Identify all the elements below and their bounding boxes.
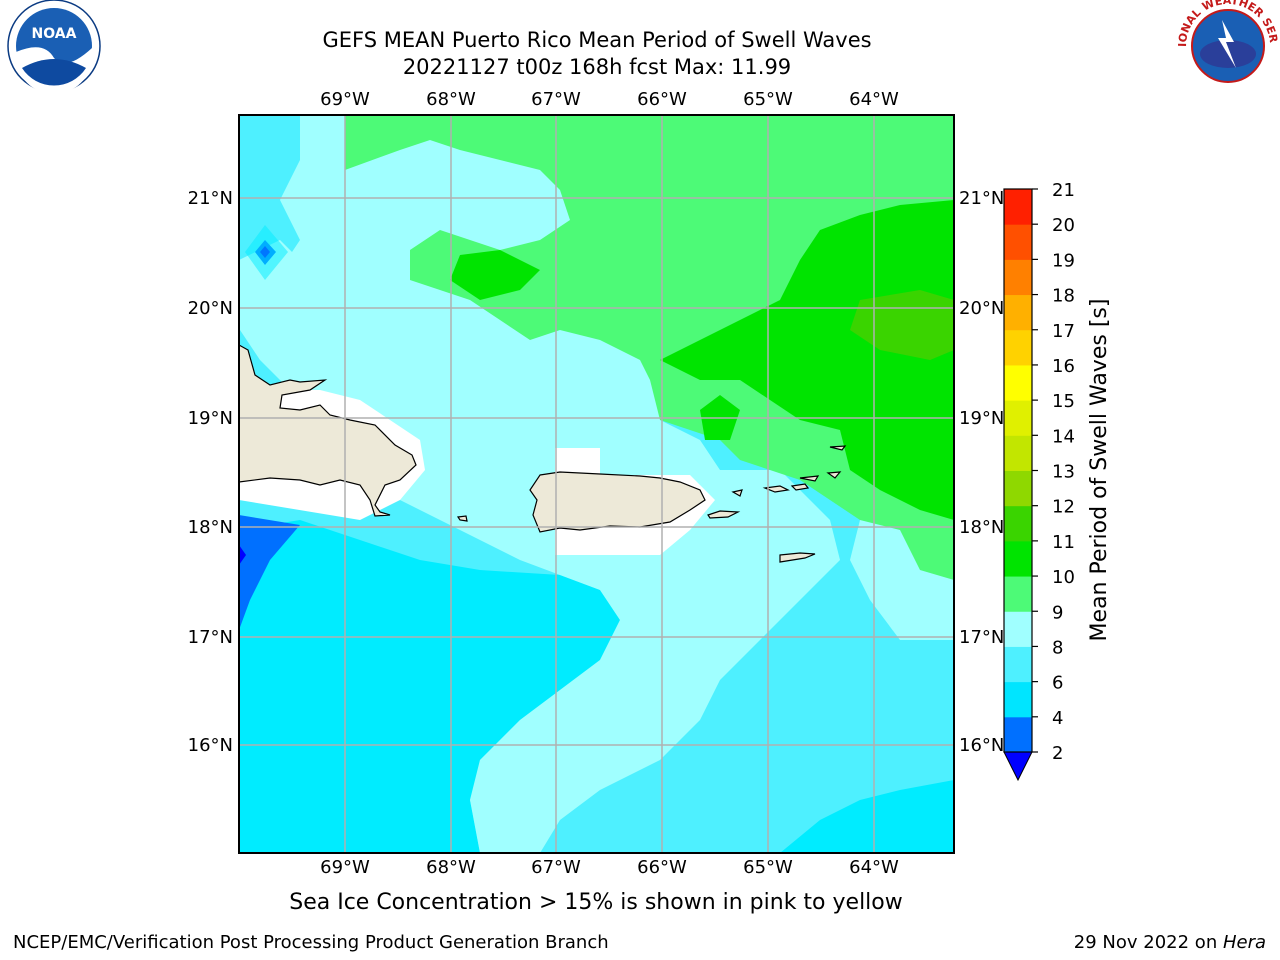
colorbar-swatch (1004, 224, 1032, 260)
lon-label: 65°W (743, 89, 793, 110)
tortola (799, 475, 820, 482)
lat-labels-right: 21°N 20°N 19°N 18°N 17°N 16°N (959, 188, 1004, 756)
lon-label: 66°W (637, 89, 687, 110)
colorbar-swatch (1004, 611, 1032, 647)
colorbar-swatch (1004, 400, 1032, 436)
culebra (731, 489, 743, 497)
lon-label: 64°W (849, 89, 899, 110)
lon-label: 68°W (426, 89, 476, 110)
footer-date: 29 Nov 2022 on Hera (1074, 932, 1266, 953)
lon-labels-top: 69°W 68°W 67°W 66°W 65°W 64°W (320, 89, 899, 110)
colorbar-swatch (1004, 364, 1032, 401)
colorbar-tick-label: 9 (1052, 602, 1063, 623)
colorbar-tick-label: 15 (1052, 391, 1075, 412)
st-croix (779, 552, 816, 563)
lat-label: 16°N (959, 735, 1004, 756)
lat-label: 21°N (188, 188, 233, 209)
colorbar-tick-label: 4 (1052, 708, 1063, 729)
colorbar: 2 4 6 8 9 10 11 12 13 14 15 16 17 18 19 20 21 (1003, 180, 1075, 782)
colorbar-tick-label: 14 (1052, 426, 1075, 447)
colorbar-tick-label: 21 (1052, 180, 1075, 201)
lat-label: 20°N (959, 298, 1004, 319)
colorbar-swatch (1004, 681, 1032, 718)
lon-label: 64°W (849, 857, 899, 878)
lat-label: 19°N (959, 408, 1004, 429)
st-thomas (762, 485, 790, 493)
colorbar-swatch (1004, 646, 1032, 683)
lat-label: 18°N (959, 517, 1004, 538)
gridlines (239, 115, 954, 853)
colorbar-swatch (1004, 189, 1032, 225)
lon-label: 66°W (637, 857, 687, 878)
colorbar-swatch (1004, 259, 1032, 296)
colorbar-tick-label: 18 (1052, 286, 1075, 307)
lat-label: 20°N (188, 298, 233, 319)
field-9-10 (345, 115, 954, 580)
nws-logo: NATIONAL WEATHER SERVICE (1176, 0, 1280, 92)
lat-label: 17°N (188, 627, 233, 648)
lat-label: 17°N (959, 627, 1004, 648)
colorbar-swatch (1004, 540, 1032, 577)
lat-labels-left: 21°N 20°N 19°N 18°N 17°N 16°N (188, 188, 233, 756)
lat-label: 18°N (188, 517, 233, 538)
lon-label: 65°W (743, 857, 793, 878)
field-10-11-b (450, 250, 540, 300)
lon-label: 67°W (531, 857, 581, 878)
footer-branch: NCEP/EMC/Verification Post Processing Pr… (13, 932, 609, 953)
anegada (829, 445, 847, 451)
map-frame (238, 114, 955, 854)
lon-label: 69°W (320, 89, 370, 110)
colorbar-tick-label: 2 (1052, 743, 1063, 764)
vieques (707, 510, 741, 519)
hispaniola (239, 344, 417, 517)
colorbar-tick-label: 8 (1052, 637, 1063, 658)
colorbar-swatch (1004, 329, 1032, 366)
colorbar-swatch (1004, 576, 1032, 612)
colorbar-tick-label: 12 (1052, 497, 1075, 518)
colorbar-tick-label: 13 (1052, 462, 1075, 483)
colorbar-tick-label: 10 (1052, 567, 1075, 588)
colorbar-tick-label: 16 (1052, 356, 1075, 377)
colorbar-tick-label: 19 (1052, 250, 1075, 271)
lon-label: 68°W (426, 857, 476, 878)
footer-host: Hera (1222, 932, 1266, 953)
noaa-logo: NOAA (7, 0, 101, 94)
sea-ice-note: Sea Ice Concentration > 15% is shown in … (289, 890, 903, 915)
colorbar-swatch (1004, 294, 1032, 331)
footer-date-text: 29 Nov 2022 on (1073, 932, 1223, 953)
field-10-11 (660, 200, 954, 520)
colorbar-extend-min (1003, 751, 1033, 782)
swell-period-field (239, 115, 954, 853)
colorbar-swatch (1004, 435, 1032, 471)
title-line-2: 20221127 t00z 168h fcst Max: 11.99 (402, 55, 792, 79)
field-2-4-west (239, 515, 300, 630)
colorbar-swatch (1004, 505, 1032, 542)
colorbar-tick-label: 11 (1052, 532, 1075, 553)
colorbar-swatch (1004, 716, 1032, 753)
field-4-6-southeast (780, 780, 954, 853)
st-john (790, 483, 810, 491)
svg-text:NOAA: NOAA (32, 26, 77, 42)
lat-label: 21°N (959, 188, 1004, 209)
title-line-1: GEFS MEAN Puerto Rico Mean Period of Swe… (322, 28, 872, 52)
colorbar-tick-label: 6 (1052, 673, 1063, 694)
mona (456, 515, 468, 522)
colorbar-label: Mean Period of Swell Waves [s] (1087, 299, 1112, 642)
lat-label: 19°N (188, 408, 233, 429)
field-below-2-west (239, 545, 246, 565)
colorbar-tick-label: 20 (1052, 215, 1075, 236)
colorbar-tick-label: 17 (1052, 321, 1075, 342)
lon-label: 67°W (531, 89, 581, 110)
lat-label: 16°N (188, 735, 233, 756)
field-4-6-south (239, 520, 620, 853)
colorbar-swatch (1004, 470, 1032, 507)
lon-label: 69°W (320, 857, 370, 878)
lon-labels-bottom: 69°W 68°W 67°W 66°W 65°W 64°W (320, 857, 899, 878)
field-4-6-nw-ring (245, 225, 288, 280)
virgin-gorda (826, 471, 842, 479)
